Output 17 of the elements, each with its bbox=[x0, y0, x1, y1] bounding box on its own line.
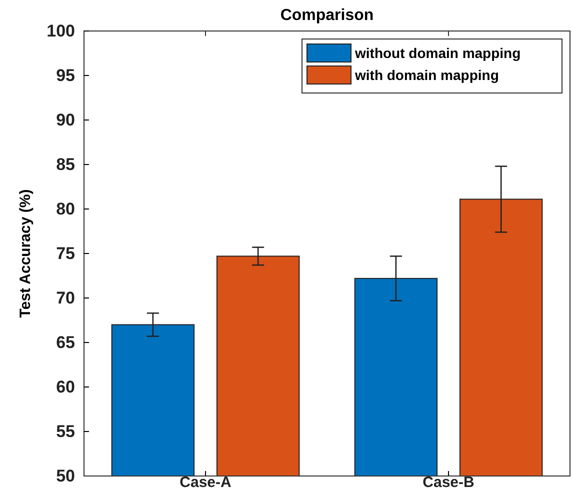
y-tick-label: 80 bbox=[56, 199, 75, 218]
legend-label: with domain mapping bbox=[354, 67, 499, 83]
x-tick-label: Case-B bbox=[422, 474, 475, 491]
legend-label: without domain mapping bbox=[354, 45, 521, 61]
chart-title: Comparison bbox=[280, 7, 374, 24]
y-tick-label: 95 bbox=[56, 66, 75, 85]
y-tick-label: 75 bbox=[56, 244, 75, 263]
y-tick-label: 85 bbox=[56, 154, 75, 174]
y-axis-title: Test Accuracy (%) bbox=[17, 189, 34, 318]
y-tick-label: 50 bbox=[56, 466, 75, 486]
y-tick-label: 90 bbox=[56, 110, 75, 130]
x-tick-label: Case-A bbox=[180, 474, 232, 491]
y-tick-label: 55 bbox=[56, 422, 75, 441]
y-tick-label: 100 bbox=[46, 21, 75, 40]
y-tick-label: 60 bbox=[56, 377, 75, 396]
y-tick-label: 70 bbox=[56, 288, 75, 308]
y-tick-label: 65 bbox=[56, 332, 75, 352]
